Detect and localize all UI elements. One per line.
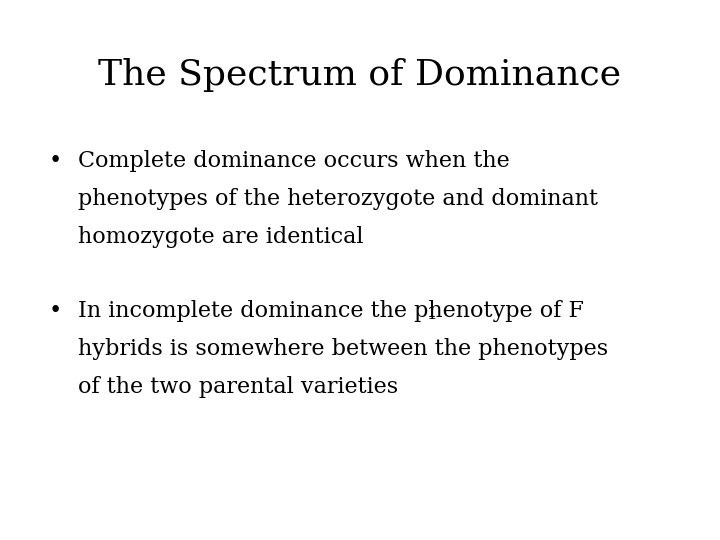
Text: phenotypes of the heterozygote and dominant: phenotypes of the heterozygote and domin…	[78, 188, 598, 210]
Text: Complete dominance occurs when the: Complete dominance occurs when the	[78, 150, 510, 172]
Text: hybrids is somewhere between the phenotypes: hybrids is somewhere between the phenoty…	[78, 338, 608, 360]
Text: •: •	[48, 300, 62, 322]
Text: In incomplete dominance the phenotype of F: In incomplete dominance the phenotype of…	[78, 300, 584, 322]
Text: homozygote are identical: homozygote are identical	[78, 226, 364, 248]
Text: •: •	[48, 150, 62, 172]
Text: of the two parental varieties: of the two parental varieties	[78, 376, 398, 398]
Text: 1: 1	[426, 306, 437, 323]
Text: The Spectrum of Dominance: The Spectrum of Dominance	[99, 58, 621, 92]
